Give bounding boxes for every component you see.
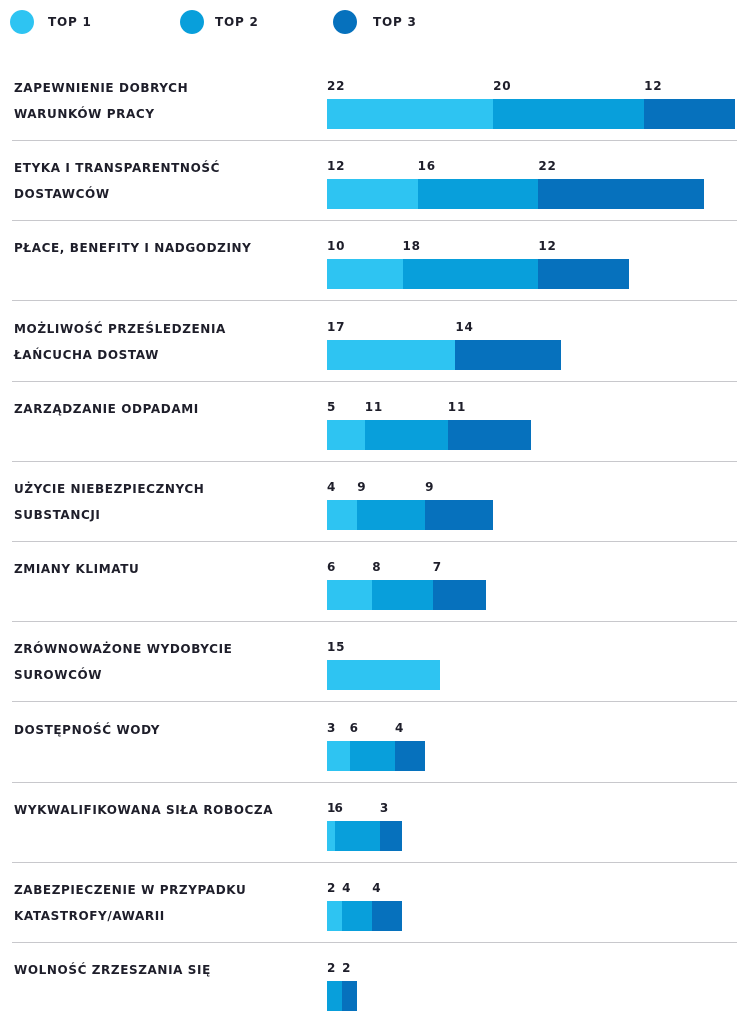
row-separator	[12, 781, 737, 783]
value-label: 4	[327, 480, 337, 494]
category-label: ZAPEWNIENIE DOBRYCH WARUNKÓW PRACY	[14, 81, 189, 121]
row-separator	[12, 300, 737, 302]
row-separator	[12, 541, 737, 542]
row-separator	[12, 380, 737, 382]
value-label: 5	[327, 399, 337, 414]
bar-segment	[372, 901, 403, 931]
category-label: ETYKA I TRANSPARENTNOŚĆ DOSTAWCÓW	[14, 161, 221, 202]
bar-segment	[432, 580, 486, 611]
value-label: 4	[372, 881, 382, 895]
value-label: 15	[327, 640, 346, 655]
bar-segment	[379, 820, 403, 851]
value-label: 3	[327, 720, 337, 735]
category-label: ZRÓWNOWAŻONE WYDOBYCIE SUROWCÓW	[14, 642, 233, 683]
bar-segment	[327, 820, 335, 851]
bar-segment	[538, 179, 705, 210]
value-label: 12	[538, 239, 557, 254]
bar-segment	[394, 740, 426, 771]
category-label: WOLNOŚĆ ZRZESZANIA SIĘ	[14, 963, 211, 978]
bar-segment	[327, 179, 418, 210]
value-label: 16	[417, 159, 436, 174]
value-label: 10	[327, 239, 346, 254]
bar-segment	[327, 419, 365, 450]
value-label: 6	[334, 800, 344, 815]
category-label: ZARZĄDZANIE ODPADAMI	[14, 401, 199, 416]
value-label: 3	[379, 800, 389, 815]
bar-segment	[327, 339, 456, 370]
value-label: 1	[327, 800, 337, 815]
bar-segment	[372, 580, 433, 611]
category-label: MOŻLIWOŚĆ PRZEŚLEDZENIA ŁAŃCUCHA DOSTAW	[14, 321, 226, 362]
bar-segment	[327, 901, 343, 931]
value-label: 4	[394, 720, 405, 735]
bar-segment	[342, 901, 373, 931]
value-label: 2	[342, 961, 352, 976]
row-separator	[12, 701, 737, 703]
bar-segment	[342, 981, 358, 1012]
value-label: 14	[455, 319, 474, 334]
value-label: 11	[447, 399, 467, 414]
value-label: 18	[402, 239, 421, 254]
category-label: ZABEZPIECZENIE W PRZYPADKU KATASTROFY/AW…	[14, 883, 247, 923]
bar-segment	[493, 99, 645, 129]
bar-segment	[327, 660, 441, 691]
bar-segment	[327, 99, 494, 129]
legend-label: TOP 1	[48, 15, 92, 29]
bar-segment	[327, 259, 403, 290]
value-label: 8	[372, 560, 382, 575]
bar-segment	[327, 981, 343, 1012]
bar-segment	[538, 259, 629, 290]
value-label: 22	[538, 159, 557, 174]
value-label: 2	[327, 961, 337, 976]
bar-segment	[349, 740, 395, 771]
bar-segment	[425, 500, 494, 530]
value-label: 20	[493, 79, 512, 93]
value-label: 2	[327, 881, 337, 895]
value-label: 6	[349, 720, 359, 735]
value-label: 17	[327, 319, 346, 334]
value-label: 11	[364, 399, 384, 414]
bar-segment	[357, 500, 426, 530]
category-label: ZMIANY KLIMATU	[14, 562, 140, 577]
legend-swatch	[333, 10, 357, 34]
bar-segment	[334, 820, 380, 851]
row-separator	[12, 220, 737, 222]
value-label: 6	[327, 560, 337, 575]
bar-segment	[402, 259, 539, 290]
bar-segment	[327, 500, 358, 530]
value-label: 4	[342, 881, 352, 895]
legend-swatch	[10, 10, 34, 34]
category-label: UŻYCIE NIEBEZPIECZNYCH SUBSTANCJI	[14, 482, 205, 522]
value-label: 12	[327, 159, 346, 174]
bar-segment	[327, 740, 350, 771]
legend-label: TOP 2	[215, 15, 259, 29]
value-label: 9	[357, 480, 367, 494]
legend-swatch	[180, 10, 204, 34]
row-separator	[12, 460, 737, 462]
row-separator	[12, 621, 737, 623]
bar-segment	[447, 419, 531, 450]
category-label: PŁACE, BENEFITY I NADGODZINY	[14, 241, 252, 256]
category-label: WYKWALIFIKOWANA SIŁA ROBOCZA	[14, 802, 274, 817]
row-separator	[12, 140, 737, 141]
bar-segment	[417, 179, 539, 210]
value-label: 9	[425, 480, 435, 494]
category-label: DOSTĘPNOŚĆ WODY	[14, 722, 161, 737]
bar-segment	[644, 99, 735, 129]
legend-label: TOP 3	[373, 15, 417, 29]
value-label: 22	[327, 79, 346, 93]
bar-segment	[364, 419, 448, 450]
value-label: 7	[432, 560, 442, 575]
value-label: 12	[644, 79, 663, 93]
bar-segment	[455, 339, 562, 370]
bar-segment	[327, 580, 373, 611]
row-separator	[12, 942, 737, 943]
row-separator	[12, 861, 737, 863]
